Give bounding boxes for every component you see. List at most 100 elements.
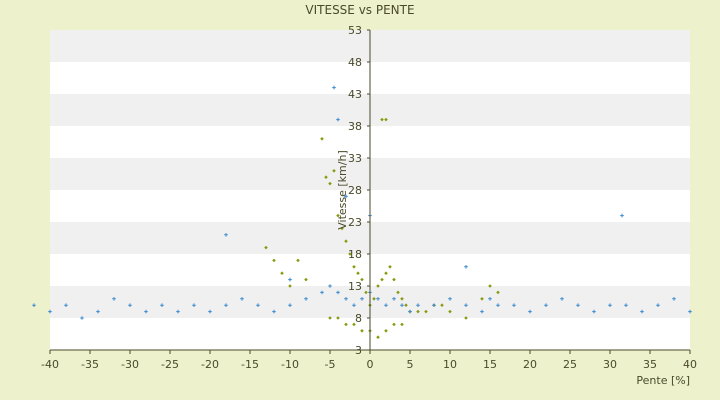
scatter-point-series-1 bbox=[352, 265, 356, 269]
scatter-point-series-2 bbox=[544, 303, 548, 307]
y-axis-label: Vitesse [km/h] bbox=[336, 150, 349, 230]
x-tick-label: -25 bbox=[161, 358, 179, 371]
x-tick-label: -15 bbox=[241, 358, 259, 371]
scatter-point-series-2 bbox=[464, 303, 468, 307]
scatter-point-series-2 bbox=[48, 309, 52, 314]
y-tick-label: 13 bbox=[348, 280, 362, 293]
y-tick-label: 38 bbox=[348, 120, 362, 133]
y-tick-label: 33 bbox=[348, 152, 362, 165]
scatter-point-series-2 bbox=[176, 309, 180, 314]
scatter-point-series-1 bbox=[416, 309, 420, 314]
scatter-point-series-1 bbox=[388, 265, 392, 269]
scatter-point-series-2 bbox=[128, 303, 132, 307]
scatter-point-series-1 bbox=[296, 258, 300, 263]
scatter-point-series-1 bbox=[288, 284, 292, 288]
scatter-point-series-1 bbox=[356, 271, 360, 275]
scatter-point-series-1 bbox=[340, 226, 344, 231]
scatter-point-series-1 bbox=[376, 284, 380, 288]
scatter-point-series-1 bbox=[352, 322, 356, 327]
x-tick-label: -10 bbox=[281, 358, 299, 371]
x-tick-label: 10 bbox=[443, 358, 457, 371]
x-tick-label: 0 bbox=[367, 358, 374, 371]
scatter-point-series-2 bbox=[672, 297, 676, 301]
scatter-point-series-1 bbox=[440, 303, 444, 307]
x-tick-label: -35 bbox=[81, 358, 99, 371]
scatter-point-series-2 bbox=[560, 297, 564, 301]
scatter-point-series-2 bbox=[344, 297, 348, 301]
scatter-point-series-2 bbox=[288, 303, 292, 307]
scatter-point-series-2 bbox=[336, 117, 340, 122]
x-tick-label: 5 bbox=[407, 358, 414, 371]
scatter-point-series-1 bbox=[364, 290, 368, 295]
scatter-point-series-2 bbox=[224, 233, 228, 237]
scatter-point-series-2 bbox=[592, 309, 596, 314]
scatter-point-series-2 bbox=[528, 309, 532, 314]
scatter-point-series-2 bbox=[328, 284, 332, 288]
scatter-point-series-2 bbox=[320, 290, 324, 295]
scatter-point-series-2 bbox=[96, 309, 100, 314]
scatter-point-series-2 bbox=[272, 309, 276, 314]
scatter-point-series-2 bbox=[240, 297, 244, 301]
scatter-point-series-1 bbox=[488, 284, 492, 288]
scatter-point-series-2 bbox=[112, 297, 116, 301]
scatter-point-series-1 bbox=[348, 252, 352, 256]
scatter-point-series-2 bbox=[392, 297, 396, 301]
scatter-point-series-2 bbox=[160, 303, 164, 307]
scatter-point-series-1 bbox=[332, 169, 336, 173]
scatter-point-series-2 bbox=[256, 303, 260, 307]
x-tick-label: -20 bbox=[201, 358, 219, 371]
scatter-point-series-2 bbox=[480, 309, 484, 314]
scatter-point-series-1 bbox=[380, 277, 384, 282]
scatter-point-series-1 bbox=[404, 303, 408, 307]
scatter-point-series-1 bbox=[480, 297, 484, 301]
scatter-point-series-1 bbox=[360, 277, 364, 282]
scatter-point-series-1 bbox=[344, 239, 348, 243]
scatter-point-series-2 bbox=[224, 303, 228, 307]
scatter-point-series-2 bbox=[192, 303, 196, 307]
scatter-point-series-2 bbox=[464, 265, 468, 269]
scatter-point-series-2 bbox=[416, 303, 420, 307]
y-tick-label: 43 bbox=[348, 88, 362, 101]
y-tick-label: 3 bbox=[355, 344, 362, 357]
scatter-point-series-2 bbox=[656, 303, 660, 307]
scatter-point-series-1 bbox=[372, 297, 376, 301]
scatter-point-series-1 bbox=[336, 316, 340, 320]
scatter-point-series-1 bbox=[448, 309, 452, 314]
x-tick-label: 30 bbox=[603, 358, 617, 371]
scatter-point-series-2 bbox=[496, 303, 500, 307]
scatter-point-series-2 bbox=[488, 297, 492, 301]
x-tick-label: -5 bbox=[325, 358, 336, 371]
scatter-point-series-1 bbox=[324, 175, 328, 179]
x-tick-label: -30 bbox=[121, 358, 139, 371]
chart-title: VITESSE vs PENTE bbox=[305, 3, 414, 17]
scatter-point-series-2 bbox=[624, 303, 628, 307]
scatter-point-series-1 bbox=[464, 316, 468, 320]
scatter-point-series-1 bbox=[376, 335, 380, 339]
scatter-point-series-1 bbox=[392, 277, 396, 282]
scatter-point-series-1 bbox=[384, 117, 388, 122]
scatter-point-series-2 bbox=[384, 303, 388, 307]
scatter-point-series-1 bbox=[280, 271, 284, 275]
x-tick-label: 40 bbox=[683, 358, 697, 371]
y-tick-label: 28 bbox=[348, 184, 362, 197]
scatter-point-series-2 bbox=[360, 297, 364, 301]
scatter-point-series-2 bbox=[64, 303, 68, 307]
scatter-point-series-1 bbox=[328, 181, 332, 186]
scatter-point-series-1 bbox=[336, 213, 340, 218]
x-tick-label: 20 bbox=[523, 358, 537, 371]
axes bbox=[49, 29, 691, 354]
scatter-point-series-2 bbox=[408, 309, 412, 314]
scatter-point-series-1 bbox=[328, 316, 332, 320]
scatter-point-series-1 bbox=[384, 271, 388, 275]
scatter-point-series-2 bbox=[80, 316, 84, 320]
y-tick-label: 8 bbox=[355, 312, 362, 325]
scatter-point-series-2 bbox=[512, 303, 516, 307]
scatter-point-series-2 bbox=[688, 309, 692, 314]
scatter-point-series-2 bbox=[608, 303, 612, 307]
scatter-point-series-1 bbox=[264, 245, 268, 250]
data-points bbox=[32, 85, 692, 339]
scatter-point-series-1 bbox=[380, 117, 384, 122]
scatter-point-series-2 bbox=[432, 303, 436, 307]
